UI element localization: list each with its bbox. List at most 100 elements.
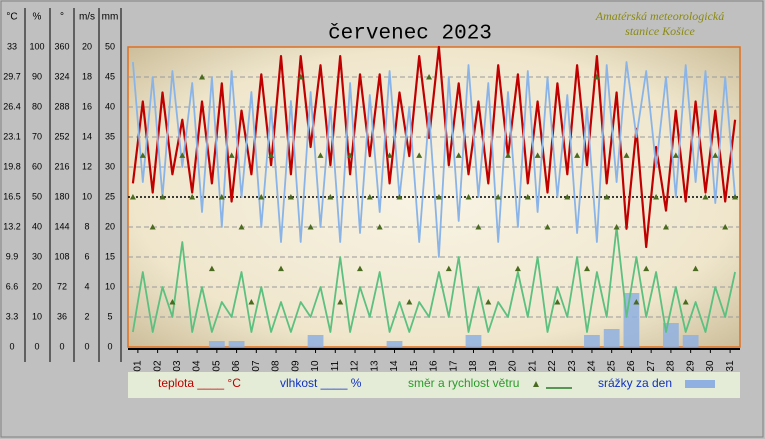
- wind-direction: [643, 265, 650, 272]
- series-line: [132, 61, 736, 258]
- wind-direction: [485, 299, 492, 305]
- y-tick-label: 70: [32, 131, 42, 141]
- y-tick-label: 216: [54, 161, 69, 171]
- x-tick-label: 31: [725, 360, 736, 372]
- y-tick-label: 10: [82, 191, 92, 201]
- wind-direction: [732, 194, 739, 200]
- wind-direction: [633, 299, 640, 305]
- y-tick-label: 25: [105, 191, 115, 201]
- wind-direction: [426, 74, 433, 80]
- wind-direction: [593, 74, 600, 80]
- wind-direction: [317, 152, 324, 158]
- y-tick-label: 30: [105, 161, 115, 171]
- y-tick-label: 40: [32, 221, 42, 231]
- x-tick-label: 23: [567, 360, 578, 372]
- y-tick-label: 90: [32, 71, 42, 81]
- y-tick-label: 15: [105, 251, 115, 261]
- legend-swatch: [685, 380, 715, 388]
- x-tick-label: 19: [488, 360, 499, 372]
- wind-direction: [465, 194, 472, 200]
- x-tick-label: 16: [429, 360, 440, 372]
- legend-label: směr a rychlost větru: [408, 376, 519, 390]
- y-tick-label: 40: [105, 101, 115, 111]
- wind-direction: [327, 194, 334, 200]
- axis-separators: [24, 8, 122, 362]
- y-tick-label: 0: [59, 341, 64, 351]
- x-tick-label: 24: [587, 360, 598, 372]
- wind-direction: [307, 224, 314, 230]
- precip-bar: [307, 335, 324, 347]
- y-tick-label: 20: [82, 41, 92, 51]
- precip-bar: [208, 341, 225, 347]
- y-tick-label: 10: [32, 311, 42, 321]
- series-line: [132, 226, 736, 333]
- wind-direction: [702, 194, 709, 200]
- wind-direction: [495, 194, 502, 200]
- x-tick-label: 09: [290, 360, 301, 372]
- y-tick-label: 3.3: [6, 311, 19, 321]
- axis-unit: mm: [102, 12, 119, 23]
- wind-direction: [613, 224, 620, 230]
- x-tick-label: 25: [606, 360, 617, 372]
- legend-area: [128, 372, 740, 398]
- axis-unit: %: [33, 12, 42, 23]
- wind-direction: [416, 152, 423, 158]
- y-tick-label: 80: [32, 101, 42, 111]
- legend-label: srážky za den: [598, 376, 672, 390]
- wind-direction: [376, 224, 383, 230]
- axis-unit: °C: [6, 12, 17, 23]
- wind-direction: [189, 194, 196, 200]
- wind-direction: [406, 299, 413, 305]
- y-tick-label: 16.5: [3, 191, 21, 201]
- x-tick-label: 17: [448, 360, 459, 372]
- wind-direction: [248, 299, 255, 305]
- y-tick-label: 30: [32, 251, 42, 261]
- wind-direction: [544, 224, 551, 230]
- y-tick-label: 50: [105, 41, 115, 51]
- legend-label: vlhkost ____ %: [280, 376, 362, 390]
- y-tick-label: 35: [105, 131, 115, 141]
- y-tick-label: 180: [54, 191, 69, 201]
- wind-direction: [149, 224, 156, 230]
- y-tick-label: 2: [84, 311, 89, 321]
- y-tick-label: 72: [57, 281, 67, 291]
- wind-direction: [169, 299, 176, 305]
- wind-direction: [712, 152, 719, 158]
- wind-direction: [564, 194, 571, 200]
- x-tick-label: 20: [508, 360, 519, 372]
- wind-direction: [534, 152, 541, 158]
- wind-direction: [514, 265, 521, 272]
- chart-title: červenec 2023: [328, 23, 492, 46]
- y-tick-label: 0: [84, 341, 89, 351]
- axis-unit: m/s: [79, 12, 95, 23]
- axis-unit: °: [60, 12, 64, 23]
- wind-direction: [278, 265, 284, 272]
- precip-bar: [603, 329, 620, 347]
- y-tick-label: 19.8: [3, 161, 21, 171]
- x-tick-label: 26: [626, 360, 637, 372]
- x-tick-label: 30: [705, 360, 716, 372]
- y-tick-label: 6: [84, 251, 89, 261]
- wind-direction: [356, 265, 363, 272]
- precip-bar: [386, 341, 403, 347]
- wind-direction: [179, 152, 186, 158]
- x-tick-label: 18: [468, 360, 479, 372]
- x-tick-label: 15: [409, 360, 420, 372]
- y-tick-label: 324: [54, 71, 69, 81]
- y-tick-label: 252: [54, 131, 69, 141]
- x-tick-label: 08: [271, 360, 282, 372]
- y-tick-label: 16: [82, 101, 92, 111]
- station-line: Amatérská meteorologická: [595, 9, 725, 23]
- x-tick-label: 13: [369, 360, 380, 372]
- legend-swatch: [533, 381, 539, 387]
- x-tick-label: 07: [251, 360, 262, 372]
- x-tick-label: 05: [211, 360, 222, 372]
- y-tick-label: 12: [82, 161, 92, 171]
- y-tick-label: 0: [9, 341, 14, 351]
- wind-direction: [268, 152, 275, 158]
- y-tick-label: 8: [84, 221, 89, 231]
- wind-direction: [129, 194, 136, 200]
- wind-direction: [524, 194, 531, 200]
- precip-bar: [228, 341, 245, 347]
